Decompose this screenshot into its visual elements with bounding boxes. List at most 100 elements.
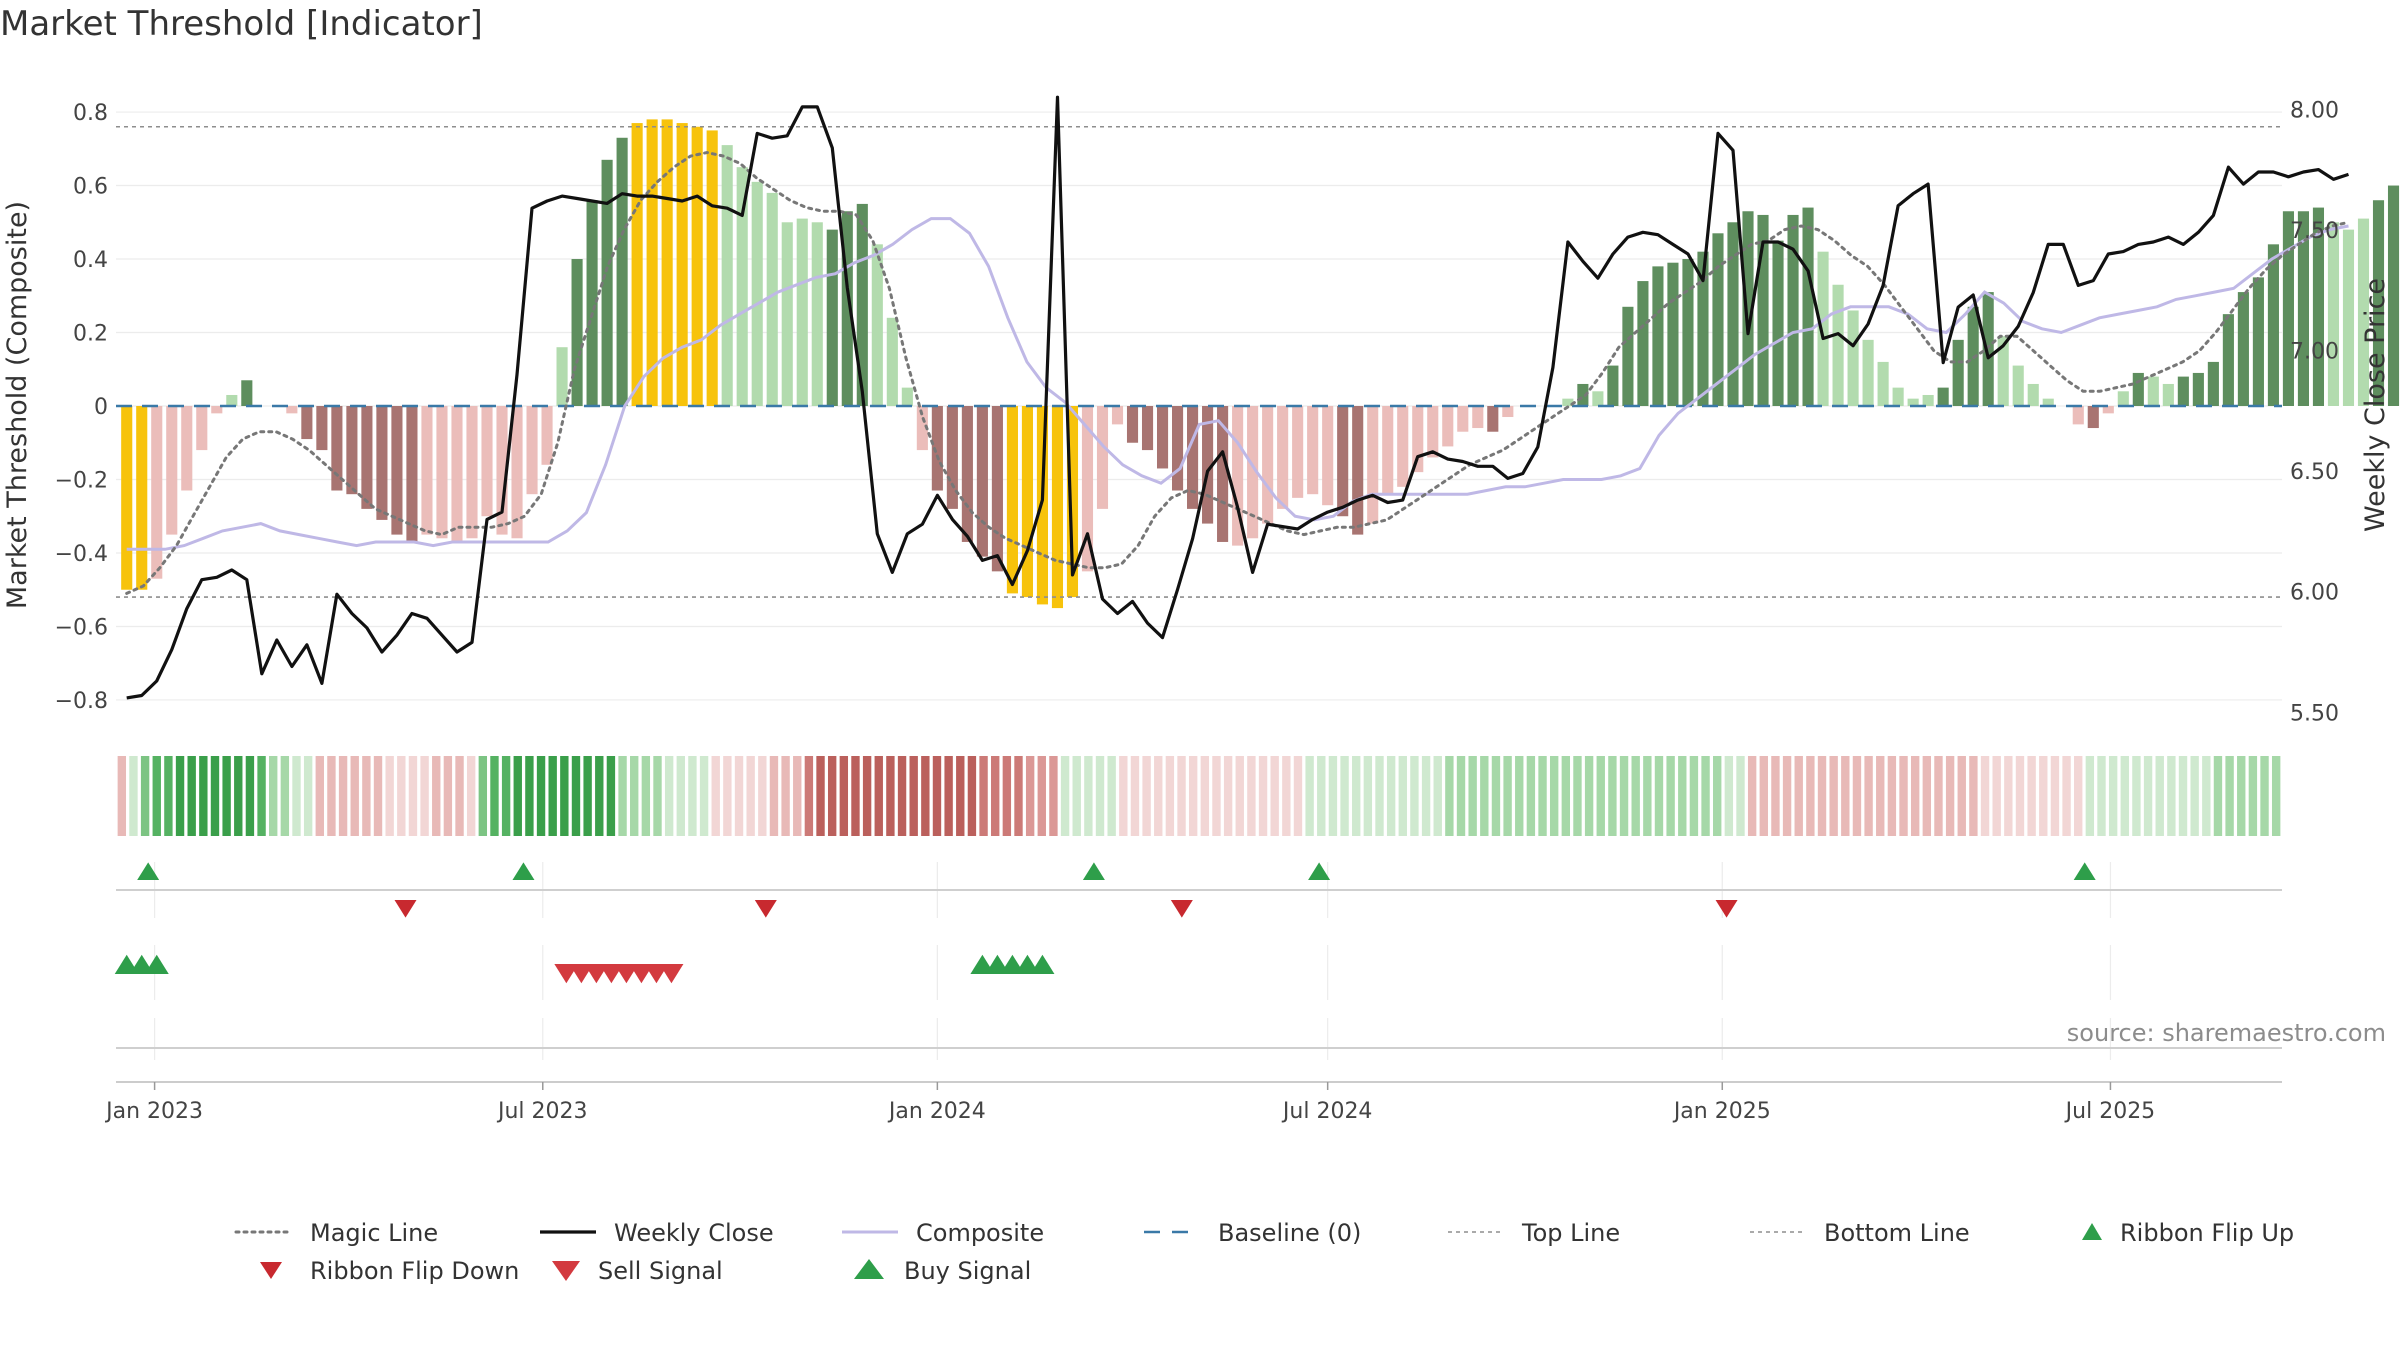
ribbon-cell bbox=[1922, 756, 1932, 836]
ribbon-cell bbox=[2225, 756, 2234, 836]
composite-bar bbox=[1472, 406, 1484, 429]
sell-signal-marker bbox=[584, 964, 609, 984]
composite-bar bbox=[301, 406, 313, 440]
ribbon-cell bbox=[1584, 756, 1594, 836]
x-tick-label: Jul 2024 bbox=[1281, 1099, 1373, 1124]
composite-bar bbox=[1322, 406, 1334, 506]
composite-bar bbox=[2117, 391, 2129, 406]
composite-bar bbox=[136, 406, 148, 590]
ribbon-cell bbox=[967, 756, 977, 836]
composite-bar bbox=[1817, 251, 1829, 406]
ribbon-cell bbox=[606, 756, 616, 836]
composite-bar bbox=[841, 211, 853, 406]
ribbon-cell bbox=[1223, 756, 1233, 836]
composite-bar bbox=[2327, 222, 2340, 406]
composite-bar bbox=[901, 387, 913, 406]
ribbon-cell bbox=[1596, 756, 1605, 836]
composite-bar bbox=[1021, 406, 1033, 598]
composite-bar bbox=[961, 406, 973, 542]
y2-tick-label: 6.00 bbox=[2290, 581, 2339, 606]
y2-tick-label: 8.00 bbox=[2290, 98, 2339, 123]
ribbon-cell bbox=[1305, 756, 1314, 836]
sell-signal-marker bbox=[569, 964, 594, 984]
ribbon-cell bbox=[443, 756, 453, 836]
composite-bar bbox=[1907, 398, 1919, 406]
composite-bar bbox=[1862, 339, 1874, 406]
legend-item: Buy Signal bbox=[854, 1257, 1031, 1285]
composite-bar bbox=[1772, 240, 1784, 406]
ribbon-cell bbox=[432, 756, 441, 836]
ribbon-cell bbox=[1025, 756, 1035, 836]
legend-item: Composite bbox=[842, 1219, 1044, 1247]
weekly-close-line bbox=[126, 95, 2349, 700]
ribbon-cell bbox=[1107, 756, 1116, 836]
ribbon-cell bbox=[641, 756, 651, 836]
composite-bar bbox=[1742, 211, 1754, 406]
ribbon-cell bbox=[1945, 756, 1955, 836]
sell-signal-marker bbox=[614, 964, 639, 984]
composite-bar bbox=[2102, 406, 2114, 414]
composite-bar bbox=[1202, 406, 1214, 524]
ribbon-cell bbox=[1713, 756, 1722, 836]
composite-bar bbox=[811, 222, 823, 406]
ribbon-cell bbox=[420, 756, 429, 836]
composite-bar bbox=[181, 406, 193, 491]
ribbon-cell bbox=[1829, 756, 1838, 836]
composite-bar bbox=[2072, 406, 2084, 425]
composite-bar bbox=[1577, 383, 1589, 406]
ribbon-cell bbox=[723, 756, 732, 836]
ribbon-cell bbox=[303, 756, 313, 836]
composite-bar bbox=[616, 137, 628, 406]
ribbon-cell bbox=[956, 756, 965, 836]
composite-bar bbox=[1126, 406, 1139, 443]
composite-bar bbox=[571, 259, 583, 406]
ribbon-cell bbox=[1188, 756, 1198, 836]
composite-bar bbox=[241, 380, 253, 406]
legend: Magic Line Weekly Close Composite Baseline … bbox=[234, 1219, 2294, 1285]
ribbon-cell bbox=[129, 756, 138, 836]
composite-bar bbox=[211, 406, 223, 414]
composite-bar bbox=[781, 222, 793, 406]
ribbon-cell bbox=[187, 756, 196, 836]
composite-bar bbox=[1217, 406, 1229, 542]
composite-bar bbox=[1111, 406, 1124, 425]
ribbon-cell bbox=[734, 756, 744, 836]
composite-bar bbox=[1787, 214, 1799, 406]
composite-bar bbox=[2147, 376, 2159, 406]
composite-bar bbox=[1382, 406, 1394, 495]
y2-tick-label: 6.50 bbox=[2290, 460, 2339, 485]
legend-item: Ribbon Flip Up bbox=[2082, 1219, 2294, 1247]
y-axis-right: 5.50 6.00 6.50 7.00 7.50 8.00 bbox=[2290, 98, 2339, 726]
ribbon-cell bbox=[1491, 756, 1501, 836]
ribbon-cell bbox=[397, 756, 406, 836]
ribbon-cell bbox=[769, 756, 779, 836]
ribbon-cell bbox=[1293, 756, 1303, 836]
ribbon-cell bbox=[1456, 756, 1466, 836]
ribbon-cell bbox=[1235, 756, 1244, 836]
ribbon-cell bbox=[548, 756, 557, 836]
composite-bar bbox=[1997, 336, 2009, 406]
composite-bar bbox=[436, 406, 448, 539]
ribbon-cell bbox=[2004, 756, 2013, 836]
ribbon-cell bbox=[257, 756, 266, 836]
ribbon-cell bbox=[699, 756, 709, 836]
composite-bar bbox=[1982, 292, 1994, 406]
ribbon-cell bbox=[1177, 756, 1186, 836]
ribbon-cell bbox=[909, 756, 918, 836]
ribbon-cell bbox=[897, 756, 907, 836]
ribbon-cell bbox=[1747, 756, 1757, 836]
ribbon-cell bbox=[2050, 756, 2060, 836]
composite-bar bbox=[871, 244, 883, 406]
composite-bar bbox=[166, 406, 178, 535]
composite-bar bbox=[1832, 284, 1844, 406]
composite-bar bbox=[1141, 406, 1154, 451]
ribbon-flip-down-marker bbox=[1715, 900, 1738, 918]
ribbon-flip-up-marker bbox=[137, 862, 160, 880]
sell-signal-marker bbox=[659, 964, 684, 984]
ribbon-cell bbox=[1421, 756, 1431, 836]
composite-bar bbox=[316, 406, 328, 451]
composite-bar bbox=[1006, 406, 1018, 594]
ribbon-cell bbox=[2015, 756, 2025, 836]
buy-signal-marker bbox=[114, 954, 139, 974]
ribbon-cell bbox=[1526, 756, 1536, 836]
